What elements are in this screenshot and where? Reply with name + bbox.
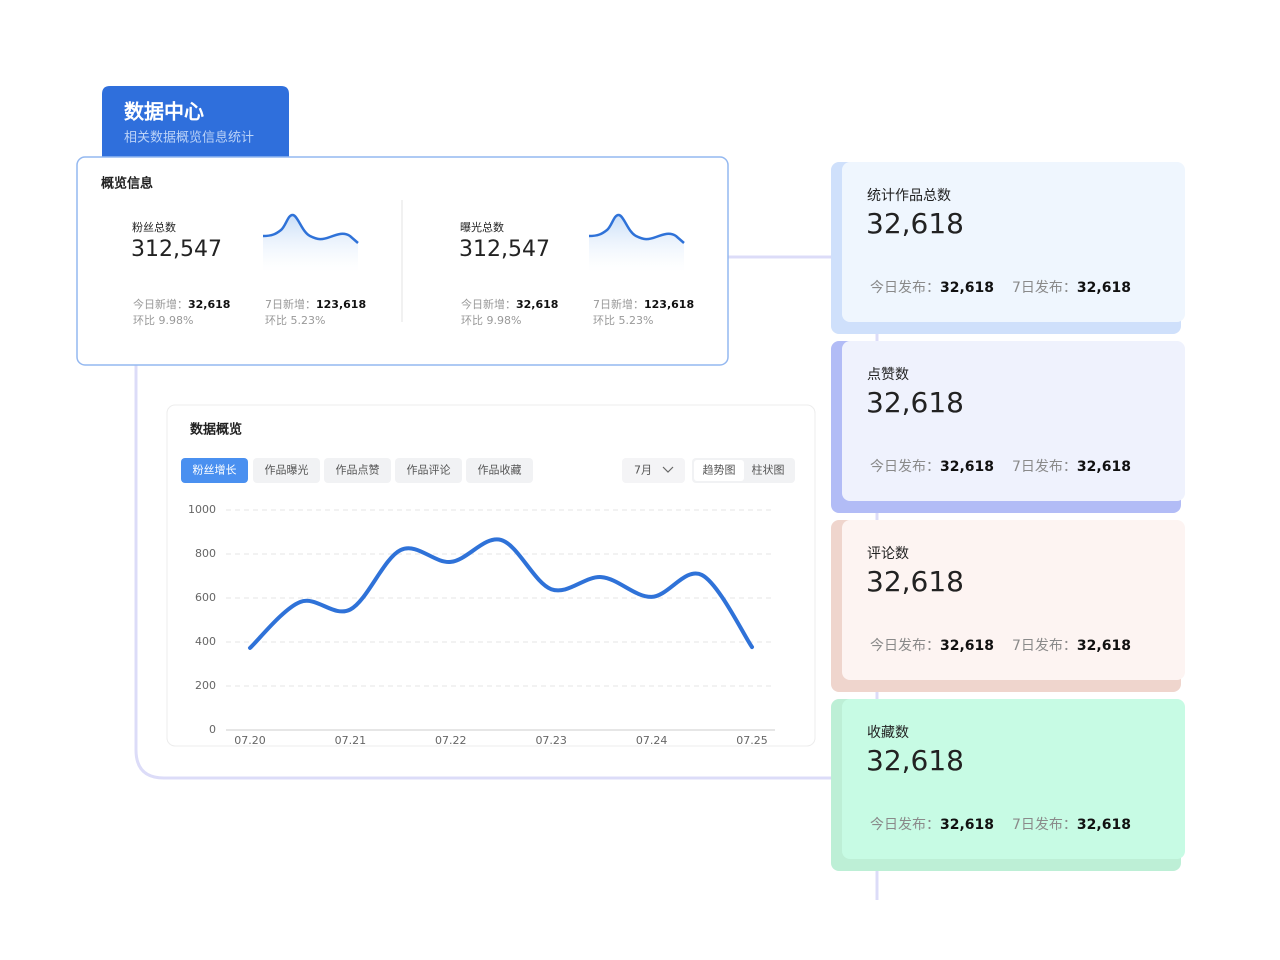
stat: 今日发布：32,618 xyxy=(870,638,994,654)
stat: 今日发布：32,618 xyxy=(870,280,994,296)
month-select[interactable] xyxy=(622,458,685,483)
card-title: 点赞数 xyxy=(867,367,909,383)
chart-panel xyxy=(166,404,816,747)
tab-label[interactable]: 作品收藏 xyxy=(478,463,522,477)
stat-value: 32,618 xyxy=(1077,638,1131,654)
x-tick-label: 07.20 xyxy=(234,734,266,747)
stat-label: 7日发布： xyxy=(1012,638,1077,654)
tab-label[interactable]: 作品曝光 xyxy=(265,463,309,477)
stat-label: 今日发布： xyxy=(870,638,940,654)
stat-label: 今日新增： xyxy=(461,297,516,311)
tab[interactable] xyxy=(181,458,248,483)
view-active[interactable] xyxy=(694,460,744,481)
y-tick-label: 400 xyxy=(195,635,216,648)
card-value: 32,618 xyxy=(866,386,964,419)
tab-label[interactable]: 作品点赞 xyxy=(336,464,380,477)
header-tab xyxy=(102,86,289,158)
view-label[interactable]: 趋势图 xyxy=(703,464,736,477)
card-title: 收藏数 xyxy=(867,725,909,741)
stat-value: 123,618 xyxy=(316,298,366,311)
item-label: 曝光总数 xyxy=(460,220,504,234)
header-title: 数据中心 xyxy=(124,100,204,124)
item-value: 312,547 xyxy=(131,237,222,262)
stat-label: 今日新增： xyxy=(133,297,188,311)
tab-label[interactable]: 粉丝增长 xyxy=(193,463,237,477)
stat-value: 32,618 xyxy=(940,459,994,475)
stat-label: 今日发布： xyxy=(870,459,940,475)
stat-value: 32,618 xyxy=(1077,280,1131,296)
tab[interactable] xyxy=(324,458,391,483)
y-tick-label: 1000 xyxy=(188,503,216,516)
stat-value: 32,618 xyxy=(940,817,994,833)
item-label: 粉丝总数 xyxy=(132,220,176,234)
x-tick-label: 07.25 xyxy=(736,734,768,747)
x-tick-label: 07.21 xyxy=(335,734,367,747)
stat-ratio: 环比 5.23% xyxy=(265,314,325,327)
item-value: 312,547 xyxy=(459,237,550,262)
stat-ratio: 环比 5.23% xyxy=(593,314,653,327)
sparkline xyxy=(262,213,359,272)
month-label: 7月 xyxy=(634,464,652,477)
card-front xyxy=(842,341,1185,501)
view-label[interactable]: 柱状图 xyxy=(752,463,785,477)
stat: 今日发布：32,618 xyxy=(870,459,994,475)
y-tick-label: 200 xyxy=(195,679,216,692)
stat-label: 7日发布： xyxy=(1012,280,1077,296)
stat-value: 32,618 xyxy=(1077,459,1131,475)
stat: 7日发布：32,618 xyxy=(1012,817,1131,833)
card-front xyxy=(842,162,1185,322)
stat: 7日发布：32,618 xyxy=(1012,638,1131,654)
stat: 7日新增：123,618 xyxy=(593,297,694,311)
card-value: 32,618 xyxy=(866,207,964,240)
x-tick-label: 07.24 xyxy=(636,734,668,747)
stat-label: 今日发布： xyxy=(870,280,940,296)
chevron xyxy=(662,466,674,473)
card-title: 评论数 xyxy=(867,546,909,562)
tab[interactable] xyxy=(395,458,462,483)
stat-value: 32,618 xyxy=(1077,817,1131,833)
panel-title: 数据概览 xyxy=(190,422,242,438)
stat-label: 7日新增： xyxy=(593,297,644,311)
stat-value: 32,618 xyxy=(188,298,230,311)
stat: 7日新增：123,618 xyxy=(265,297,366,311)
stat-label: 7日发布： xyxy=(1012,817,1077,833)
card-value: 32,618 xyxy=(866,744,964,777)
stat: 7日发布：32,618 xyxy=(1012,280,1131,296)
y-tick-label: 600 xyxy=(195,591,216,604)
stat: 今日新增：32,618 xyxy=(461,297,558,311)
tab[interactable] xyxy=(466,458,533,483)
tab[interactable] xyxy=(253,458,320,483)
card-value: 32,618 xyxy=(866,565,964,598)
stat-value: 32,618 xyxy=(940,280,994,296)
card-front xyxy=(842,699,1185,859)
sparkline xyxy=(588,213,685,272)
stat-label: 今日发布： xyxy=(870,817,940,833)
stat-value: 32,618 xyxy=(940,638,994,654)
x-tick-label: 07.22 xyxy=(435,734,467,747)
stat: 7日发布：32,618 xyxy=(1012,459,1131,475)
card-title: 统计作品总数 xyxy=(867,188,951,204)
stat-ratio: 环比 9.98% xyxy=(461,314,521,327)
x-tick-label: 07.23 xyxy=(535,734,567,747)
card-front xyxy=(842,520,1185,680)
line xyxy=(248,537,754,650)
stat: 今日发布：32,618 xyxy=(870,817,994,833)
y-tick-label: 800 xyxy=(195,547,216,560)
y-tick-label: 0 xyxy=(209,723,216,736)
overview-title: 概览信息 xyxy=(101,176,153,192)
stat-label: 7日新增： xyxy=(265,297,316,311)
stat-ratio: 环比 9.98% xyxy=(133,314,193,327)
stat-value: 32,618 xyxy=(516,298,558,311)
stat-label: 7日发布： xyxy=(1012,459,1077,475)
stat: 今日新增：32,618 xyxy=(133,297,230,311)
header-subtitle: 相关数据概览信息统计 xyxy=(124,130,254,146)
stat-value: 123,618 xyxy=(644,298,694,311)
tab-label[interactable]: 作品评论 xyxy=(407,463,451,477)
